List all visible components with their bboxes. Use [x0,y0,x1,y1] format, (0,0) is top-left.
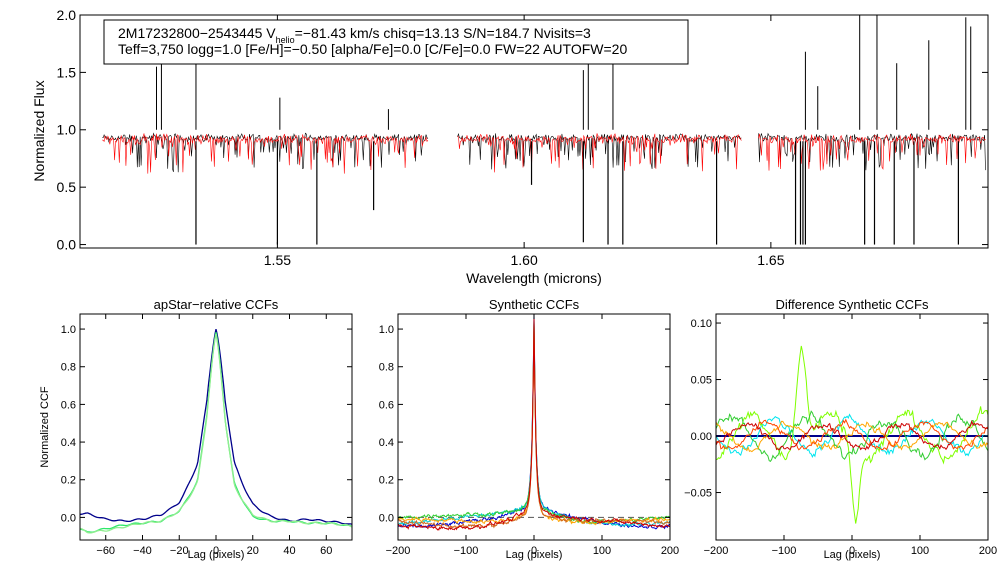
spectrum-y-label: Normalized Flux [31,80,47,181]
apstar-ccf-panel: −60 −40 −20 0 20 40 60 0.0 0.2 0.4 0.6 0.8 1.0 apSta… [39,297,353,561]
x-tick-label: 200 [979,545,997,557]
observed-spectrum-line [758,132,986,171]
difference-ccf-series-line [716,345,989,524]
x-tick-label: 1.55 [264,252,291,268]
x-tick-label: 40 [283,545,295,557]
x-tick-label: 1.65 [757,252,784,268]
difference-ccf-series-line [715,418,989,451]
x-tick-label: −200 [386,545,411,557]
x-tick-label: −60 [96,545,115,557]
y-tick-label: 0.6 [61,399,76,411]
synthetic-ccf-frame [397,313,671,541]
model-spectrum-line [457,133,742,173]
x-tick-label: 0 [213,545,219,557]
y-tick-label: 1.5 [57,64,77,80]
y-tick-label: 0.4 [379,437,394,449]
y-tick-label: 0.0 [379,512,394,524]
y-tick-label: 0.2 [379,475,394,487]
y-tick-label: 0.10 [691,318,712,330]
x-tick-label: −200 [704,545,729,557]
difference-ccf-series-line [715,419,989,451]
synthetic-ccf-x-label: Lag (pixels) [506,549,563,561]
y-tick-label: 0.05 [691,374,712,386]
apstar-ccf-series-line [79,328,353,525]
x-tick-label: −40 [133,545,152,557]
synthetic-ccf-title: Synthetic CCFs [489,297,580,312]
x-tick-label: −100 [772,545,797,557]
apstar-ccf-title: apStar−relative CCFs [154,297,279,312]
x-tick-label: 0 [531,545,537,557]
apstar-ccf-x-label: Lag (pixels) [188,549,245,561]
difference-ccf-series-line [715,420,989,453]
difference-ccf-panel: −200 −100 0 100 200 −0.05 0.00 0.05 0.10 Differe… [684,297,997,561]
x-tick-label: 0 [849,545,855,557]
y-tick-label: 0.0 [57,236,77,252]
synthetic-ccf-ticks: −200 −100 0 100 200 0.0 0.2 0.4 0.6 0.8 1.0 [379,314,679,557]
y-tick-label: 0.00 [691,431,712,443]
y-tick-label: 0.0 [61,512,76,524]
y-tick-label: 1.0 [57,122,77,138]
apstar-ccf-ticks: −60 −40 −20 0 20 40 60 0.0 0.2 0.4 0.6 0.8 1.0 [61,314,352,557]
x-tick-label: 1.60 [511,252,538,268]
difference-ccf-title: Difference Synthetic CCFs [776,297,929,312]
x-tick-label: 200 [661,545,679,557]
y-tick-label: 2.0 [57,7,77,23]
spectrum-annotation-line1: 2M17232800−2543445 Vhelio=−81.43 km/s ch… [118,25,591,45]
x-tick-label: 60 [320,545,332,557]
x-tick-label: −100 [454,545,479,557]
y-tick-label: 0.8 [379,362,394,374]
y-tick-label: 0.5 [57,179,77,195]
apstar-ccf-lines [79,328,353,534]
x-tick-label: −20 [170,545,189,557]
spectrum-frame [79,14,989,249]
apstar-ccf-y-label: Normalized CCF [39,386,51,468]
y-tick-label: 1.0 [61,324,76,336]
spectrum-x-label: Wavelength (microns) [466,270,602,286]
spectrum-ticks: 1.55 1.60 1.65 0.0 0.5 1.0 1.5 2.0 [57,7,988,268]
difference-ccf-x-label: Lag (pixels) [824,549,881,561]
spectrum-annotation-box [103,19,689,65]
y-tick-label: 0.6 [379,399,394,411]
spectrum-annotation-line2: Teff=3,750 logg=1.0 [Fe/H]=−0.50 [alpha/… [118,41,627,57]
x-tick-label: 100 [593,545,611,557]
y-tick-label: 0.8 [61,362,76,374]
apstar-ccf-series-line [79,333,353,534]
difference-ccf-frame [715,313,989,541]
x-tick-label: 100 [911,545,929,557]
x-tick-label: 20 [247,545,259,557]
y-tick-label: 0.4 [61,437,76,449]
model-spectrum-line [758,133,986,171]
y-tick-label: −0.05 [684,487,712,499]
spectrum-lines [102,15,986,245]
y-tick-label: 0.2 [61,475,76,487]
y-tick-label: 1.0 [379,324,394,336]
synthetic-ccf-panel: −200 −100 0 100 200 0.0 0.2 0.4 0.6 0.8 1.0 Synthe… [379,297,679,561]
difference-ccf-lines [715,345,989,524]
difference-ccf-series-line [715,413,988,458]
spectrum-panel: 1.55 1.60 1.65 0.0 0.5 1.0 1.5 2.0 2M17232800−2… [31,7,989,286]
model-spectrum-line [102,133,429,174]
apstar-ccf-frame [79,313,353,541]
